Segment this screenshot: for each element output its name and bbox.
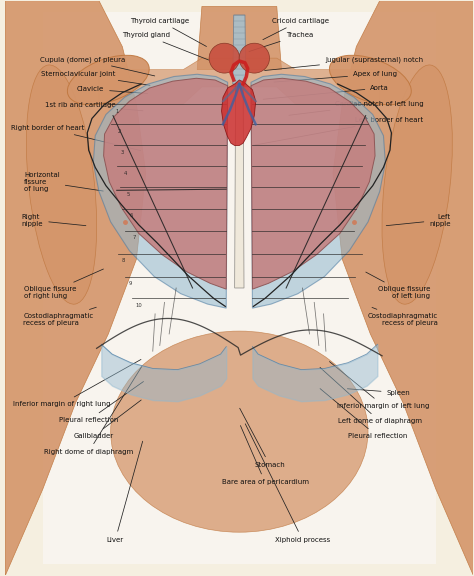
Text: Sternoclavicular joint: Sternoclavicular joint (41, 71, 150, 85)
Text: Thyroid gland: Thyroid gland (122, 32, 209, 60)
Polygon shape (93, 74, 228, 308)
Text: Costodiaphragmatic
recess of pleura: Costodiaphragmatic recess of pleura (368, 308, 438, 326)
Text: Inferior margin of left lung: Inferior margin of left lung (329, 362, 429, 409)
Text: Horizontal
fissure
of lung: Horizontal fissure of lung (24, 172, 103, 192)
Ellipse shape (209, 43, 239, 73)
Text: Cupula (dome) of pleura: Cupula (dome) of pleura (40, 56, 155, 76)
Text: Right
nipple: Right nipple (22, 214, 86, 227)
Ellipse shape (239, 43, 270, 73)
Text: Spleen: Spleen (347, 389, 410, 396)
Text: 5: 5 (127, 192, 130, 197)
Text: Jugular (suprasternal) notch: Jugular (suprasternal) notch (264, 56, 423, 70)
Text: Left
nipple: Left nipple (386, 214, 451, 227)
Text: 2: 2 (118, 128, 121, 134)
Text: Stomach: Stomach (240, 408, 285, 468)
Polygon shape (104, 78, 228, 289)
Text: Right border of heart: Right border of heart (11, 125, 141, 150)
Ellipse shape (67, 55, 149, 105)
Text: 1st rib and cartilage: 1st rib and cartilage (45, 103, 143, 111)
Polygon shape (5, 1, 146, 575)
Text: 8: 8 (121, 258, 125, 263)
Text: Cardiac notch of left lung: Cardiac notch of left lung (289, 101, 424, 115)
Ellipse shape (382, 65, 452, 304)
Polygon shape (221, 80, 255, 146)
Text: Clavicle: Clavicle (77, 86, 148, 93)
Ellipse shape (27, 65, 97, 304)
Text: Inferior margin of right lung: Inferior margin of right lung (13, 359, 141, 407)
Text: Liver: Liver (107, 441, 143, 543)
Text: Cricoid cartilage: Cricoid cartilage (263, 18, 328, 40)
Text: 3: 3 (121, 150, 124, 155)
Polygon shape (197, 6, 282, 70)
Text: Bare area of pericardium: Bare area of pericardium (221, 426, 309, 485)
Text: Apex of lung: Apex of lung (274, 71, 397, 82)
Polygon shape (251, 78, 375, 289)
Text: 4: 4 (124, 170, 127, 176)
Polygon shape (99, 58, 380, 104)
Text: 10: 10 (136, 303, 142, 308)
Text: 1: 1 (115, 108, 118, 113)
Text: Pleural reflection: Pleural reflection (320, 389, 407, 439)
Text: Left dome of diaphragm: Left dome of diaphragm (320, 367, 422, 425)
Text: Trachea: Trachea (249, 32, 313, 51)
Polygon shape (333, 1, 474, 575)
Polygon shape (251, 74, 385, 308)
Text: Thyroid cartilage: Thyroid cartilage (130, 18, 207, 47)
Text: Oblique fissure
of right lung: Oblique fissure of right lung (24, 269, 103, 299)
Polygon shape (233, 15, 246, 84)
Text: Aorta: Aorta (263, 85, 389, 99)
Text: 9: 9 (128, 281, 132, 286)
Text: 6: 6 (129, 213, 133, 218)
Text: Gallbladder: Gallbladder (73, 400, 141, 439)
Text: Oblique fissure
of left lung: Oblique fissure of left lung (366, 272, 430, 299)
Polygon shape (43, 12, 436, 564)
Text: 7: 7 (132, 235, 136, 240)
Text: Xiphoid process: Xiphoid process (245, 424, 330, 543)
Ellipse shape (329, 55, 411, 105)
Text: Left border of heart: Left border of heart (255, 117, 423, 145)
Text: Right dome of diaphragm: Right dome of diaphragm (44, 366, 142, 455)
Text: Pleural reflection: Pleural reflection (59, 381, 144, 423)
Text: Costodiaphragmatic
recess of pleura: Costodiaphragmatic recess of pleura (23, 307, 96, 326)
Ellipse shape (110, 331, 368, 532)
Polygon shape (235, 75, 244, 288)
